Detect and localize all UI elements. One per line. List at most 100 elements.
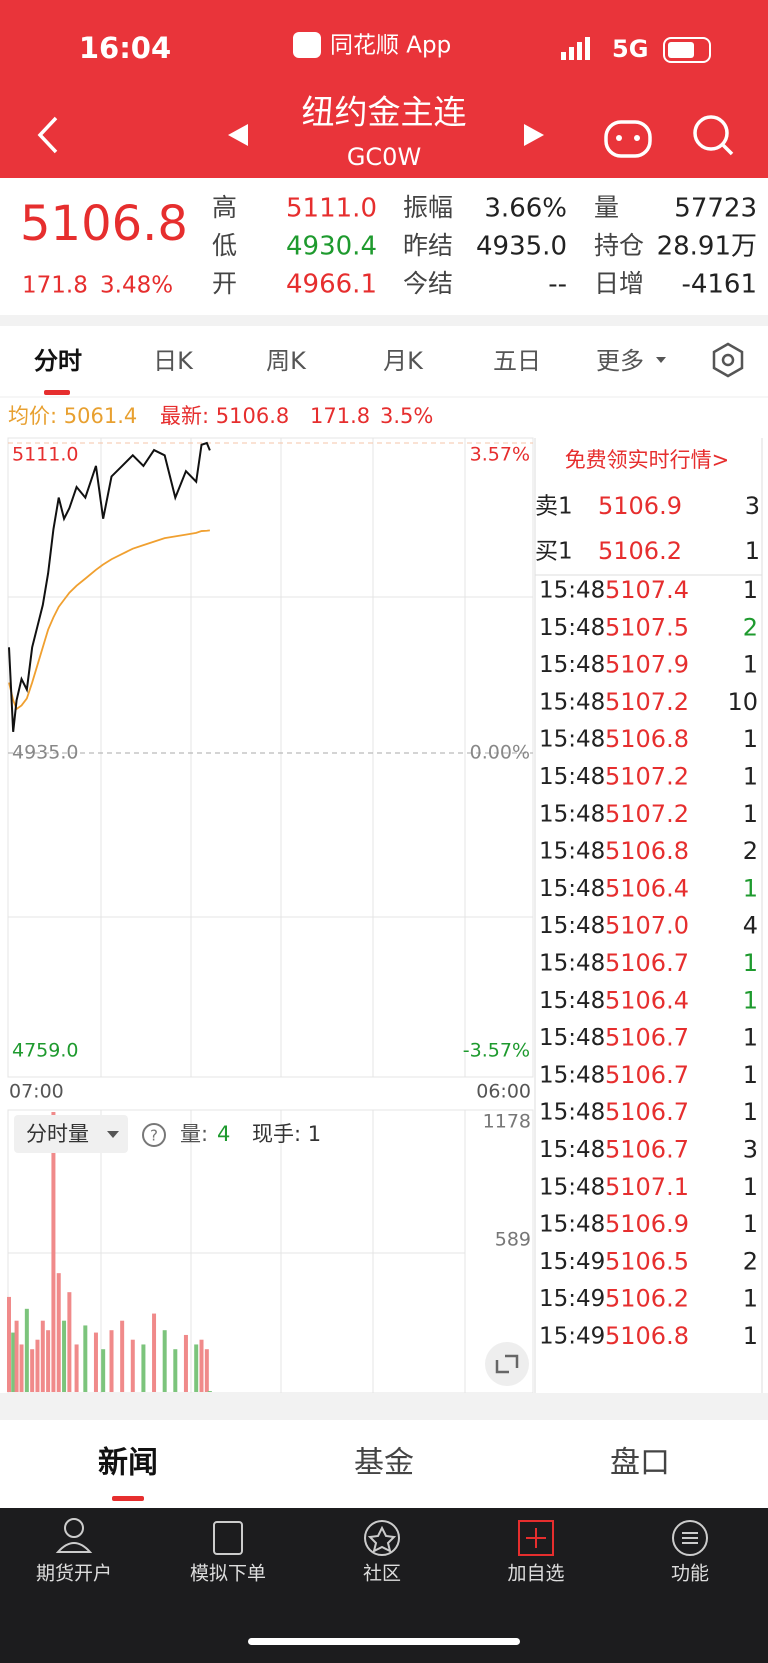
more-caret [656, 357, 666, 363]
volume-bar [46, 1330, 51, 1392]
volume-bar [120, 1320, 125, 1392]
expand-button[interactable] [485, 1342, 529, 1386]
trade-qty: 2 [743, 1247, 758, 1275]
bottom-tab[interactable]: 新闻 [98, 1446, 158, 1481]
trade-price: 5107.5 [605, 613, 689, 641]
volume-bar [40, 1320, 45, 1392]
trade-price: 5106.2 [605, 1285, 689, 1313]
trade-price: 5106.7 [605, 1136, 689, 1164]
volume-bar [11, 1332, 16, 1392]
trade-qty: 1 [743, 874, 758, 902]
tab[interactable]: 日K [153, 347, 194, 375]
trade-price: 5106.8 [605, 1322, 689, 1350]
trade-price: 5107.2 [605, 688, 689, 716]
trade-price: 5106.7 [605, 1098, 689, 1126]
settings-button[interactable] [712, 342, 744, 378]
nav-item[interactable]: 加自选 [507, 1563, 564, 1585]
trade-qty: 1 [743, 1024, 758, 1052]
tab[interactable]: 周K [266, 347, 307, 375]
tab[interactable]: 五日 [493, 347, 541, 375]
volume-bar [7, 1296, 11, 1392]
volume-bar [199, 1339, 204, 1392]
volume-bar [56, 1273, 61, 1392]
volume-bar [35, 1339, 40, 1392]
trade-time: 15:48 [539, 578, 605, 604]
field-value: 4966.1 [286, 270, 377, 300]
trade-price: 5106.8 [605, 725, 689, 753]
latest-price: 最新: 5106.8 [160, 404, 289, 428]
bid-price: 5106.2 [598, 537, 682, 565]
search-button[interactable] [693, 115, 734, 156]
tab[interactable]: 月K [383, 347, 424, 375]
trade-time: 15:48 [539, 1174, 605, 1200]
tab[interactable]: 更多 [596, 347, 644, 375]
volume-tick-label: 1178 [483, 1111, 531, 1133]
app-icon [293, 32, 321, 58]
volume-bar [74, 1344, 79, 1392]
bottom-tab[interactable]: 基金 [354, 1446, 414, 1481]
promo[interactable]: 免费领实时行情> [565, 448, 730, 472]
trade-price: 5106.8 [605, 837, 689, 865]
nav-item[interactable]: 模拟下单 [190, 1563, 266, 1585]
chart-frame [7, 437, 534, 1394]
field-label: 低 [212, 231, 237, 260]
volume-bar [51, 1112, 56, 1392]
trade-price: 5106.7 [605, 1024, 689, 1052]
trade-time: 15:48 [539, 689, 605, 715]
y-tick-label: 5111.0 [12, 444, 78, 466]
volume-bar [130, 1339, 135, 1392]
tab[interactable]: 分时 [34, 347, 82, 375]
avg-price: 均价: 5061.4 [8, 404, 137, 428]
next-button[interactable] [524, 124, 544, 146]
volume-bar [24, 1308, 29, 1392]
trade-qty: 1 [743, 1061, 758, 1089]
volume-bar [173, 1349, 178, 1392]
trade-time: 15:48 [539, 801, 605, 827]
hand-label: 现手: 1 [252, 1122, 321, 1146]
trade-qty: 1 [743, 1173, 758, 1201]
field-value: -4161 [681, 270, 757, 300]
trade-price: 5107.2 [605, 763, 689, 791]
volume-bar [109, 1330, 114, 1392]
trade-time: 15:49 [539, 1249, 605, 1275]
trade-price: 5106.7 [605, 1061, 689, 1089]
bottom-tab[interactable]: 盘口 [610, 1446, 670, 1481]
ask-label: 卖1 [535, 494, 573, 520]
nav-item[interactable]: 社区 [363, 1563, 401, 1585]
latest-pct: 3.5% [380, 404, 433, 428]
field-value: 5111.0 [286, 194, 377, 224]
field-value: 4930.4 [286, 232, 377, 262]
volume-bar [83, 1325, 88, 1392]
volume-selector[interactable] [14, 1115, 128, 1153]
volume-bar [93, 1332, 98, 1392]
nav-item[interactable]: 功能 [671, 1563, 709, 1585]
back-button[interactable] [37, 116, 58, 154]
y-tick-label: 4935.0 [12, 742, 78, 764]
trade-time: 15:48 [539, 1137, 605, 1163]
trade-time: 15:48 [539, 1062, 605, 1088]
robot-button[interactable] [604, 120, 652, 158]
y2-tick-label: -3.57% [463, 1040, 530, 1062]
field-label: 今结 [403, 269, 453, 298]
field-value: -- [548, 270, 567, 300]
trade-time: 15:48 [539, 876, 605, 902]
trade-qty: 1 [743, 1098, 758, 1126]
expand-icon [495, 1354, 519, 1374]
trade-time: 15:48 [539, 1100, 605, 1126]
trade-time: 15:48 [539, 1212, 605, 1238]
trade-price: 5107.2 [605, 800, 689, 828]
volume-value: 4 [217, 1122, 230, 1146]
nav-item[interactable]: 期货开户 [36, 1563, 112, 1585]
prev-button[interactable] [228, 124, 248, 146]
volume-bar [14, 1320, 19, 1392]
trade-price: 5106.4 [605, 986, 689, 1014]
trade-qty: 1 [743, 1322, 758, 1350]
signal-icon [561, 37, 590, 60]
field-label: 日增 [594, 269, 644, 298]
trade-price: 5107.9 [605, 651, 689, 679]
help-icon[interactable] [142, 1123, 166, 1147]
volume-bar [204, 1349, 209, 1392]
battery-level [668, 42, 694, 58]
